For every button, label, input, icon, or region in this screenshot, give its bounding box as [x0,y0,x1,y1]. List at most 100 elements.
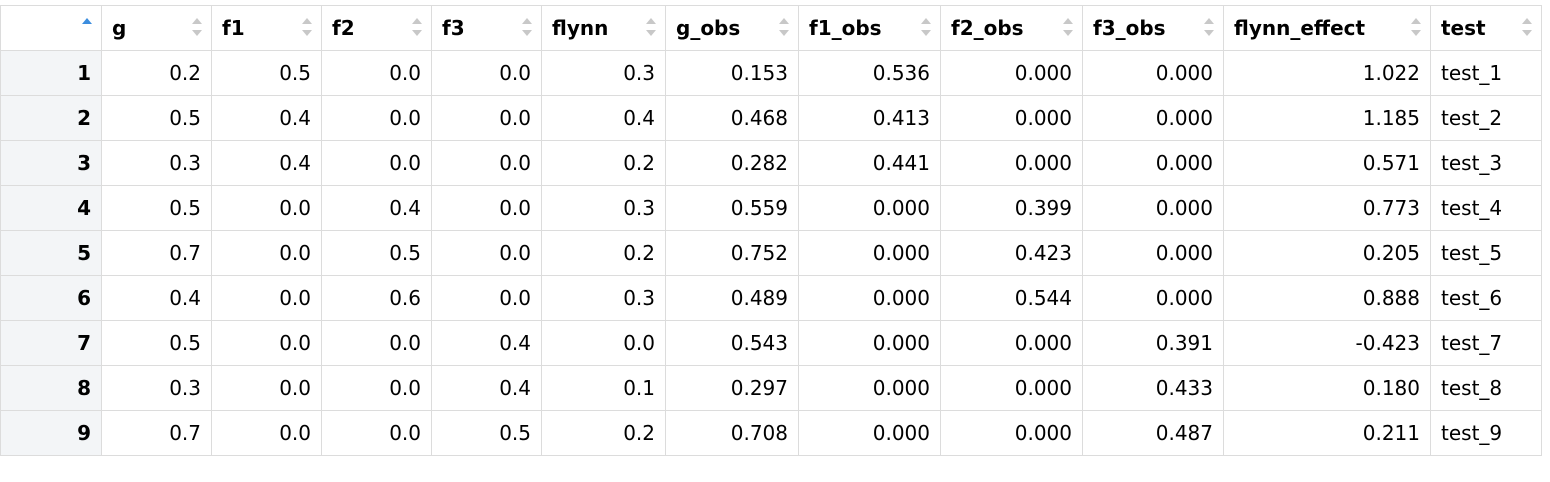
cell: test_7 [1430,320,1542,366]
sort-icon [1522,18,1532,36]
cell: 0.000 [798,185,941,231]
table-row: 5 0.7 0.0 0.5 0.0 0.2 0.752 0.000 0.423 0.000 0.20… [0,230,1542,276]
row-number: 3 [0,140,102,186]
column-header[interactable]: g_obs [665,5,799,51]
cell: test_2 [1430,95,1542,141]
row-number: 4 [0,185,102,231]
table-row: 9 0.7 0.0 0.0 0.5 0.2 0.708 0.000 0.000 0.487 0.21… [0,410,1542,456]
column-name: f3 [442,16,465,40]
cell: 0.7 [101,230,212,276]
cell: 0.5 [321,230,432,276]
cell: 0.0 [321,320,432,366]
column-header[interactable]: f1_obs [798,5,941,51]
cell: 1.185 [1223,95,1431,141]
cell: 0.391 [1082,320,1224,366]
table-row: 8 0.3 0.0 0.0 0.4 0.1 0.297 0.000 0.000 0.433 0.18… [0,365,1542,411]
cell: 0.0 [211,230,322,276]
cell: 0.0 [321,140,432,186]
cell: 0.0 [431,275,542,321]
cell: 0.0 [211,275,322,321]
column-header[interactable]: g [101,5,212,51]
cell: 0.3 [541,275,666,321]
cell: test_9 [1430,410,1542,456]
row-number: 8 [0,365,102,411]
sort-down [1522,30,1532,36]
sort-up [302,18,312,24]
cell: 0.487 [1082,410,1224,456]
column-header[interactable]: f2_obs [940,5,1083,51]
cell: 0.0 [431,230,542,276]
column-header[interactable]: f2 [321,5,432,51]
cell: 0.559 [665,185,799,231]
cell: test_8 [1430,365,1542,411]
cell: 0.0 [211,320,322,366]
cell: 0.0 [431,140,542,186]
table-row: 2 0.5 0.4 0.0 0.0 0.4 0.468 0.413 0.000 0.000 1.18… [0,95,1542,141]
column-name: f3_obs [1093,16,1166,40]
row-number: 2 [0,95,102,141]
cell: 0.5 [101,320,212,366]
sort-down [921,30,931,36]
header-row: g f1 f2 f3 flynn g_obs f1_obs f2_obs f3_obs flynn… [0,5,1542,51]
cell: 0.4 [211,140,322,186]
column-name: flynn_effect [1234,16,1366,40]
column-header[interactable]: flynn_effect [1223,5,1431,51]
cell: 0.4 [211,95,322,141]
sort-up [1204,18,1214,24]
sort-up [779,18,789,24]
sort-up [192,18,202,24]
sort-icon [1063,18,1073,36]
cell: 0.000 [798,275,941,321]
sort-down [412,30,422,36]
table-row: 6 0.4 0.0 0.6 0.0 0.3 0.489 0.000 0.544 0.000 0.88… [0,275,1542,321]
cell: 0.468 [665,95,799,141]
cell: 0.000 [1082,50,1224,96]
sort-up [82,18,92,24]
column-header[interactable]: flynn [541,5,666,51]
cell: 0.0 [431,95,542,141]
cell: 0.1 [541,365,666,411]
cell: 0.2 [541,410,666,456]
cell: 0.153 [665,50,799,96]
cell: 0.5 [101,185,212,231]
cell: 0.0 [541,320,666,366]
row-number-header[interactable] [0,5,102,51]
cell: 0.0 [431,50,542,96]
sort-down [302,30,312,36]
cell: test_3 [1430,140,1542,186]
row-number: 7 [0,320,102,366]
sort-down [646,30,656,36]
column-header[interactable]: f1 [211,5,322,51]
sort-icon [779,18,789,36]
sort-down [1411,30,1421,36]
cell: 0.4 [541,95,666,141]
sort-up [412,18,422,24]
cell: test_5 [1430,230,1542,276]
cell: 0.000 [940,140,1083,186]
column-header[interactable]: test [1430,5,1542,51]
cell: 0.441 [798,140,941,186]
cell: 0.433 [1082,365,1224,411]
column-header[interactable]: f3_obs [1082,5,1224,51]
cell: 0.000 [940,50,1083,96]
sort-down [1204,30,1214,36]
row-number: 9 [0,410,102,456]
column-name: flynn [552,16,609,40]
cell: 0.0 [321,50,432,96]
cell: 0.000 [1082,95,1224,141]
cell: 0.000 [940,410,1083,456]
cell: 0.000 [798,365,941,411]
cell: 0.000 [1082,275,1224,321]
column-header[interactable]: f3 [431,5,542,51]
table-row: 3 0.3 0.4 0.0 0.0 0.2 0.282 0.441 0.000 0.000 0.57… [0,140,1542,186]
cell: 0.773 [1223,185,1431,231]
cell: 0.0 [211,410,322,456]
sort-icon [82,18,92,24]
cell: 0.6 [321,275,432,321]
cell: 0.000 [1082,140,1224,186]
cell: 0.000 [798,230,941,276]
cell: test_1 [1430,50,1542,96]
row-number: 1 [0,50,102,96]
sort-up [646,18,656,24]
